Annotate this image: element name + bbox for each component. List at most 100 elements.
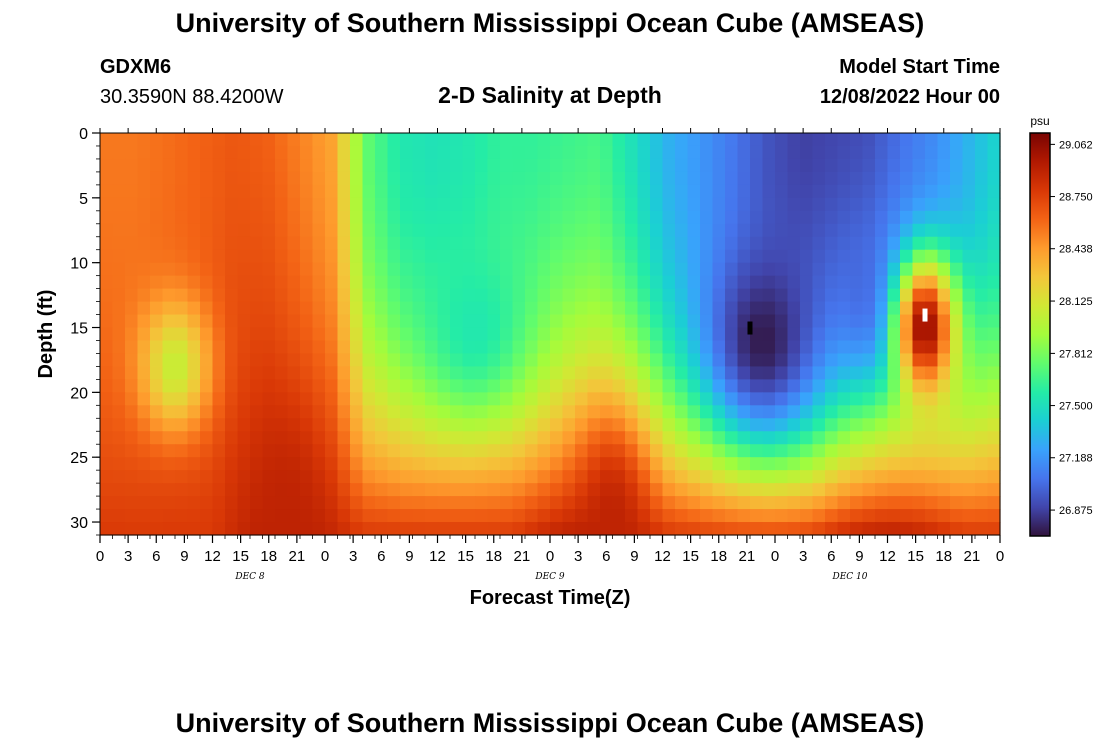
heatmap-cell	[412, 392, 426, 406]
heatmap-cell	[787, 301, 801, 316]
heatmap-cell	[375, 418, 389, 432]
heatmap-cell	[800, 249, 814, 264]
heatmap-cell	[225, 431, 239, 445]
heatmap-cell	[612, 262, 626, 277]
heatmap-cell	[712, 340, 726, 355]
heatmap-cell	[287, 223, 301, 238]
heatmap-cell	[537, 236, 551, 251]
heatmap-cell	[962, 197, 976, 212]
heatmap-cell	[250, 171, 264, 186]
heatmap-cell	[762, 184, 776, 199]
heatmap-cell	[862, 431, 876, 445]
heatmap-cell	[562, 197, 576, 212]
heatmap-cell	[800, 392, 814, 406]
heatmap-cell	[300, 353, 314, 368]
heatmap-cell	[187, 431, 201, 445]
heatmap-cell	[637, 301, 651, 316]
heatmap-cell	[362, 288, 376, 303]
heatmap-cell	[125, 288, 139, 303]
heatmap-cell	[987, 522, 1001, 536]
heatmap-cell	[250, 340, 264, 355]
heatmap-cell	[625, 431, 639, 445]
heatmap-cell	[537, 496, 551, 510]
heatmap-cell	[137, 353, 151, 368]
heatmap-cell	[462, 223, 476, 238]
heatmap-cell	[450, 197, 464, 212]
heatmap-cell	[875, 431, 889, 445]
heatmap-cell	[787, 133, 801, 147]
heatmap-cell	[350, 431, 364, 445]
heatmap-cell	[500, 522, 514, 536]
heatmap-cell	[325, 405, 339, 419]
heatmap-cell	[537, 262, 551, 277]
heatmap-cell	[500, 275, 514, 290]
heatmap-cell	[462, 275, 476, 290]
heatmap-cell	[112, 405, 126, 419]
heatmap-cell	[700, 405, 714, 419]
heatmap-cell	[712, 133, 726, 147]
heatmap-cell	[737, 301, 751, 316]
heatmap-cell	[437, 379, 451, 393]
heatmap-cell	[925, 133, 939, 147]
heatmap-cell	[900, 158, 914, 173]
heatmap-cell	[800, 210, 814, 225]
colorbar-tick-label: 28.438	[1059, 244, 1093, 256]
heatmap-cell	[150, 444, 164, 458]
heatmap-cell	[337, 340, 351, 355]
heatmap-cell	[137, 470, 151, 484]
heatmap-cell	[937, 392, 951, 406]
heatmap-cell	[350, 275, 364, 290]
heatmap-cell	[937, 470, 951, 484]
heatmap-cell	[875, 288, 889, 303]
heatmap-cell	[750, 366, 764, 380]
heatmap-cell	[412, 483, 426, 497]
heatmap-cell	[950, 444, 964, 458]
heatmap-cell	[725, 522, 739, 536]
heatmap-cell	[387, 210, 401, 225]
heatmap-cell	[362, 275, 376, 290]
heatmap-cell	[750, 470, 764, 484]
heatmap-cell	[312, 158, 326, 173]
heatmap-cell	[887, 197, 901, 212]
heatmap-cell	[887, 366, 901, 380]
heatmap-cell	[487, 236, 501, 251]
heatmap-cell	[250, 405, 264, 419]
heatmap-cell	[775, 158, 789, 173]
heatmap-cell	[450, 301, 464, 316]
heatmap-cell	[525, 444, 539, 458]
heatmap-cell	[200, 431, 214, 445]
heatmap-cell	[175, 457, 189, 471]
heatmap-cell	[637, 444, 651, 458]
heatmap-cell	[262, 184, 276, 199]
heatmap-cell	[787, 340, 801, 355]
heatmap-cell	[400, 171, 414, 186]
heatmap-cell	[800, 327, 814, 342]
heatmap-cell	[525, 470, 539, 484]
heatmap-cell	[237, 470, 251, 484]
heatmap-cell	[325, 249, 339, 264]
heatmap-cell	[150, 496, 164, 510]
heatmap-cell	[887, 236, 901, 251]
heatmap-cell	[850, 379, 864, 393]
heatmap-cell	[500, 496, 514, 510]
heatmap-cell	[550, 418, 564, 432]
heatmap-cell	[525, 145, 539, 160]
heatmap-cell	[725, 379, 739, 393]
heatmap-cell	[300, 223, 314, 238]
heatmap-cell	[512, 133, 526, 147]
heatmap-cell	[600, 288, 614, 303]
heatmap-cell	[750, 145, 764, 160]
heatmap-cell	[850, 522, 864, 536]
heatmap-cell	[800, 457, 814, 471]
heatmap-cell	[112, 158, 126, 173]
heatmap-cell	[962, 184, 976, 199]
heatmap-cell	[362, 379, 376, 393]
heatmap-cell	[575, 158, 589, 173]
heatmap-cell	[787, 314, 801, 329]
heatmap-cell	[937, 223, 951, 238]
heatmap-cell	[825, 210, 839, 225]
heatmap-cell	[962, 431, 976, 445]
y-tick-label: 20	[70, 385, 88, 402]
heatmap-cell	[287, 392, 301, 406]
heatmap-cell	[812, 197, 826, 212]
